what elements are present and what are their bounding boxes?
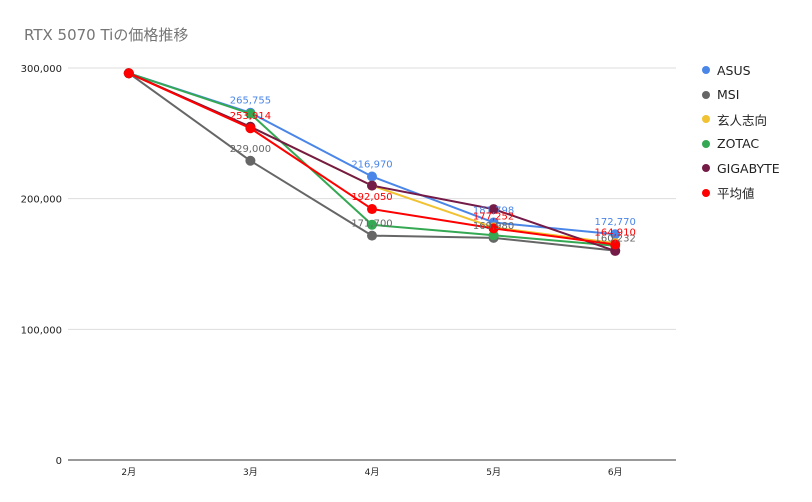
data-point <box>123 68 134 79</box>
data-point <box>367 204 377 215</box>
data-point <box>245 123 256 134</box>
legend-item: MSI <box>702 83 780 108</box>
data-point <box>367 180 377 191</box>
data-label: 253,914 <box>230 111 271 122</box>
data-point <box>610 239 621 250</box>
chart-title: RTX 5070 Tiの価格推移 <box>24 26 189 44</box>
data-point <box>367 219 377 230</box>
data-label: 229,000 <box>230 144 271 155</box>
data-point <box>610 229 621 240</box>
legend-item: ZOTAC <box>702 132 780 157</box>
legend-label: 玄人志向 <box>717 112 768 128</box>
y-tick-label: 0 <box>56 456 62 467</box>
y-tick-label: 200,000 <box>21 195 62 206</box>
x-tick-label: 4月 <box>365 467 380 478</box>
data-label: 171,700 <box>351 219 392 230</box>
legend-item: ASUS <box>702 58 780 83</box>
data-label: 181,798 <box>473 205 514 216</box>
legend-item: 平均値 <box>702 181 780 206</box>
legend-label: GIGABYTE <box>717 160 780 176</box>
series-line <box>128 72 616 245</box>
legend-swatch <box>702 115 710 124</box>
legend-swatch <box>702 139 710 148</box>
data-point <box>488 204 499 215</box>
data-label: 160,232 <box>595 234 636 245</box>
legend-label: ASUS <box>717 62 751 78</box>
data-label: 216,970 <box>351 159 392 170</box>
data-point <box>245 108 256 119</box>
data-point <box>488 223 499 234</box>
data-point <box>245 155 256 166</box>
data-label: 172,770 <box>595 217 636 228</box>
x-tick-label: 5月 <box>486 467 501 478</box>
y-tick-label: 100,000 <box>21 325 62 336</box>
x-tick-label: 3月 <box>243 467 258 478</box>
legend-swatch <box>702 66 710 75</box>
data-point <box>367 171 377 182</box>
y-tick-label: 300,000 <box>21 64 62 75</box>
legend-item: 玄人志向 <box>702 107 780 132</box>
data-label: 192,050 <box>351 192 392 203</box>
data-point <box>488 230 499 241</box>
data-label: 265,755 <box>230 96 271 107</box>
data-point <box>367 230 377 241</box>
data-label: 169,980 <box>473 221 514 232</box>
data-label: 164,910 <box>595 228 636 239</box>
legend-swatch <box>702 90 710 99</box>
legend-label: 平均値 <box>717 186 755 202</box>
legend-swatch <box>702 188 710 197</box>
legend-label: MSI <box>717 87 740 103</box>
legend-swatch <box>702 164 710 173</box>
legend-item: GIGABYTE <box>702 156 780 181</box>
x-tick-label: 6月 <box>608 467 623 478</box>
chart-legend: ASUS MSI 玄人志向 ZOTAC GIGABYTE 平均値 <box>702 58 780 205</box>
legend-label: ZOTAC <box>717 136 760 152</box>
data-label: 177,252 <box>473 211 514 222</box>
x-tick-label: 2月 <box>121 467 136 478</box>
